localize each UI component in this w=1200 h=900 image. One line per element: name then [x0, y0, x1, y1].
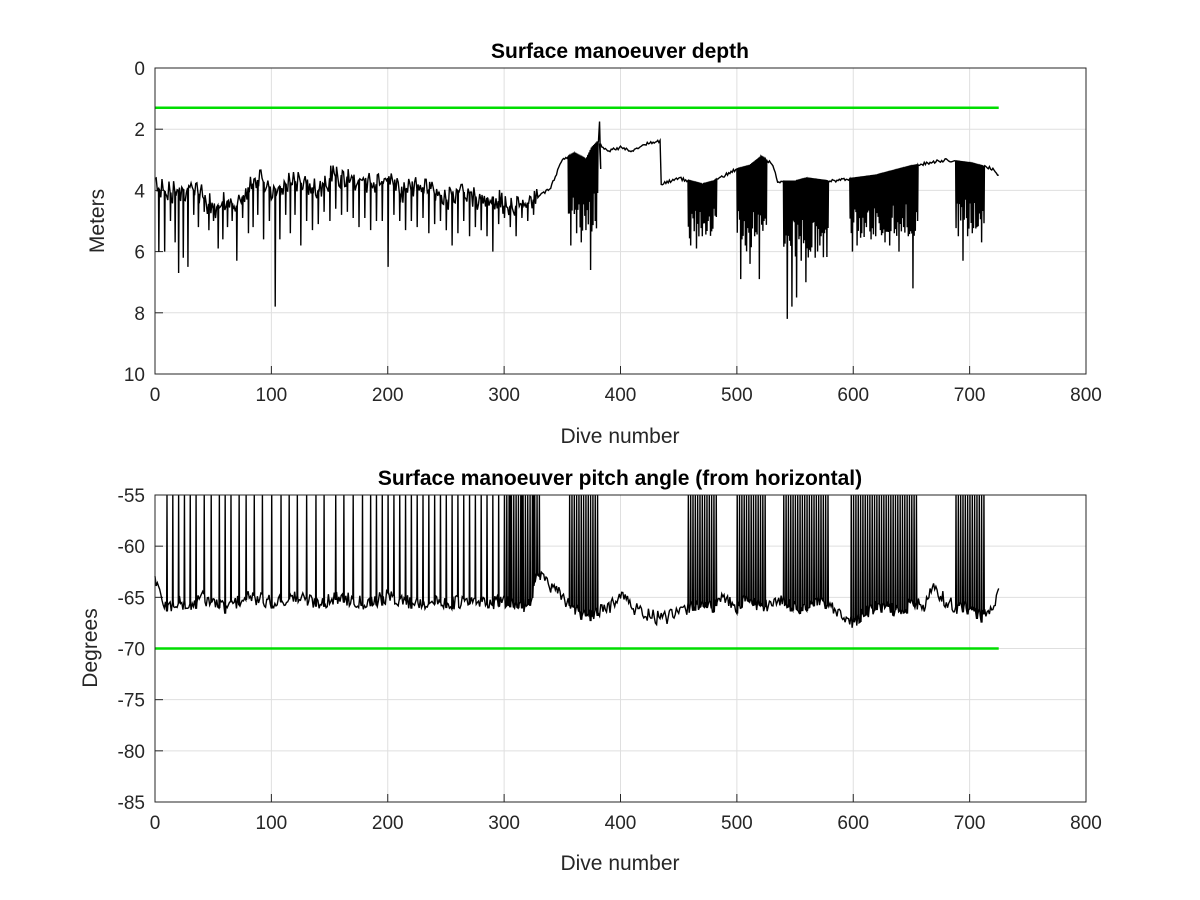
depth-data: [154, 106, 999, 319]
pitch-y-tick-label: -85: [118, 793, 145, 814]
pitch-y-tick-label: -60: [118, 537, 145, 558]
depth-x-tick-label: 400: [605, 385, 637, 406]
depth-y-tick-label: 10: [124, 365, 145, 386]
pitch-ticks: 0 100 200 300 400 500 600 700 800 -55 -60 -65 -70 -75…: [118, 486, 1102, 834]
pitch-x-tick-label: 700: [954, 813, 986, 834]
depth-x-axis-label: Dive number: [560, 425, 679, 448]
pitch-chart: Surface manoeuver pitch angle (from hori…: [79, 467, 1102, 875]
depth-x-tick-label: 300: [488, 385, 520, 406]
depth-x-tick-label: 0: [150, 385, 161, 406]
pitch-plot-frame: [154, 494, 1087, 803]
pitch-y-tick-label: -65: [118, 588, 145, 609]
depth-chart-title: Surface manoeuver depth: [491, 40, 749, 63]
pitch-x-tick-label: 600: [837, 813, 869, 834]
depth-x-tick-label: 100: [256, 385, 288, 406]
depth-y-tick-label: 0: [134, 59, 145, 80]
pitch-x-tick-label: 500: [721, 813, 753, 834]
depth-y-tick-label: 2: [134, 120, 145, 141]
depth-y-tick-label: 4: [134, 181, 145, 202]
pitch-x-tick-label: 800: [1070, 813, 1102, 834]
pitch-x-tick-label: 0: [150, 813, 161, 834]
pitch-y-tick-label: -55: [118, 486, 145, 507]
depth-x-tick-label: 700: [954, 385, 986, 406]
pitch-chart-title: Surface manoeuver pitch angle (from hori…: [378, 467, 862, 490]
depth-y-axis-label: Meters: [86, 189, 109, 253]
pitch-data-line: [154, 494, 1000, 628]
pitch-y-tick-label: -70: [118, 640, 145, 661]
depth-y-tick-label: 8: [134, 304, 145, 325]
pitch-y-tick-label: -80: [118, 742, 145, 763]
depth-y-tick-label: 6: [134, 243, 145, 264]
depth-x-tick-label: 800: [1070, 385, 1102, 406]
pitch-x-tick-label: 200: [372, 813, 404, 834]
depth-ticks: 0 100 200 300 400 500 600 700 800 0 2 4 6 8 10: [124, 59, 1102, 406]
depth-plot-frame: [154, 67, 1087, 375]
pitch-x-tick-label: 100: [256, 813, 288, 834]
depth-x-tick-label: 600: [837, 385, 869, 406]
depth-chart: Surface manoeuver depth 0 100 200 300 400 500…: [86, 40, 1102, 448]
pitch-x-axis-label: Dive number: [560, 852, 679, 875]
pitch-x-tick-label: 300: [488, 813, 520, 834]
pitch-data: [154, 494, 1000, 650]
depth-data-line: [154, 121, 999, 319]
pitch-y-axis-label: Degrees: [79, 608, 102, 687]
pitch-y-tick-label: -75: [118, 691, 145, 712]
pitch-x-tick-label: 400: [605, 813, 637, 834]
depth-x-tick-label: 500: [721, 385, 753, 406]
depth-x-tick-label: 200: [372, 385, 404, 406]
